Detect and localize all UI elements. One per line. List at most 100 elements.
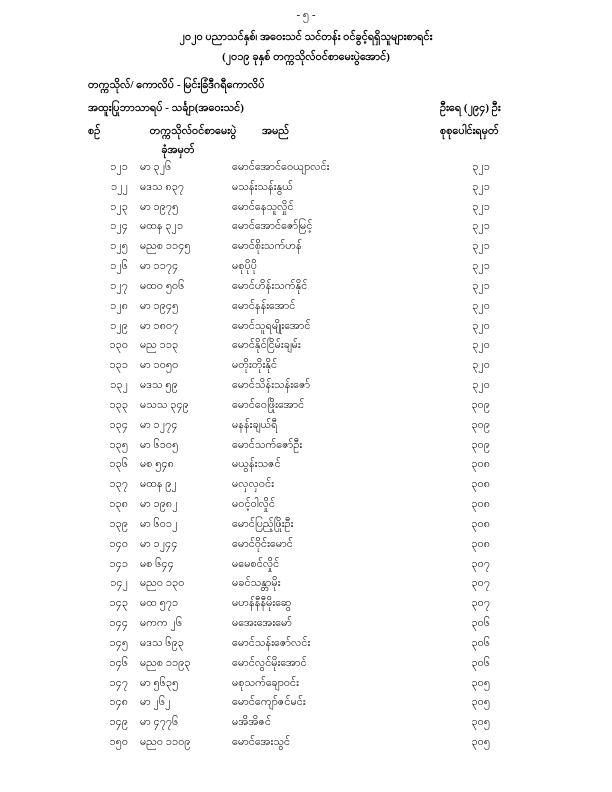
table-row: ၁၄၃ မထ ၅၇၁ မဟန်နီနီမိုးဆွေ ၃၀၇ <box>0 594 612 614</box>
total-marks: ၃၀၅ <box>471 716 490 729</box>
table-row: ၁၄၉ မာ ၄၇၇၆ မအိအိဇင် ၃၀၅ <box>0 713 612 733</box>
roll-number: မာ ၁၉၈၂ <box>140 498 178 511</box>
specialization-line: အထူးပြုဘာသာရပ် - သင်္ချာ(အဝေးသင်) <box>88 102 244 114</box>
roll-number: မာ ၃၂၆ <box>140 161 172 173</box>
table-row: ၁၂၇ မထဝ ၅၀၆ မောင်ဟိန်းသက်နိုင် ၃၂၁ <box>0 277 612 297</box>
total-marks: ၃၀၉ <box>471 418 490 431</box>
student-name: မစုပိုပို <box>232 260 258 273</box>
student-name: မောင်ဟိန်းသက်နိုင် <box>232 279 308 292</box>
results-table-body: ၁၂၁ မာ ၃၂၆ မောင်အောင်ဝေယျာလင်း ၃၂၁ ၁၂၂ မ… <box>0 158 612 753</box>
serial-number: ၁၃၇ <box>109 478 128 491</box>
student-name: မတိုးတိုးနိုင် <box>232 359 278 372</box>
roll-number: မထန ၉၂ <box>140 478 177 491</box>
total-marks: ၃၀၈ <box>471 458 490 471</box>
student-name: မောင်နေသူလှိုင် <box>232 200 294 213</box>
serial-number: ၁၄၁ <box>109 557 128 570</box>
serial-number: ၁၃၁ <box>109 359 128 372</box>
serial-number: ၁၄၆ <box>109 656 128 669</box>
total-marks: ၃၀၈ <box>471 537 490 550</box>
student-name: မောင်လွင်မိုးအောင် <box>232 656 307 669</box>
student-name: မောင်အေးသွင် <box>232 736 291 749</box>
page-number: - ၅ - <box>296 9 316 21</box>
roll-number: မညဝ ၁၁၀၉ <box>140 736 191 749</box>
student-name: မောင်သက်ဇော်ဦး <box>232 438 303 451</box>
table-row: ၁၄၈ မာ ၂၆၂ မောင်ကျော်ဇင်မင်း ၃၀၅ <box>0 693 612 713</box>
admitted-count-label: ဦးရေ (၂၉၄) ဦး <box>440 102 501 114</box>
total-marks: ၃၂၁ <box>472 180 490 193</box>
student-name: မောင်ကျော်ဇင်မင်း <box>232 696 306 709</box>
roll-number: မာ ၁၀၅၀ <box>140 359 179 372</box>
table-row: ၁၃၆ မစ ၅၄၈ မယွန်းသဇင် ၃၀၈ <box>0 455 612 475</box>
student-name: မောင်သူရမျိုးအောင် <box>232 319 311 332</box>
student-name: မောင်သန်းဇော်လင်း <box>232 636 311 649</box>
total-marks: ၃၀၆ <box>471 617 490 630</box>
total-marks: ၃၂၁ <box>472 200 490 213</box>
roll-number: မကက ၂၆ <box>140 617 183 630</box>
table-row: ၁၃၄ မာ ၁၂၇၄ မနန်းချယ်ရီ ၃၀၉ <box>0 416 612 436</box>
total-marks: ၃၀၈ <box>471 498 490 511</box>
table-row: ၁၄၄ မကက ၂၆ မအေးအေးမော် ၃၀၆ <box>0 614 612 634</box>
roll-number: မာ ၁၉၄၅ <box>140 299 179 312</box>
roll-number: မသသ ၃၄၉ <box>140 398 189 411</box>
roll-number: မာ ၁၂၇၄ <box>140 418 178 431</box>
student-name: မမေစင်လှိုင် <box>232 557 280 570</box>
roll-number: မဒသ ၅၉ <box>140 379 178 392</box>
roll-number: မာ ၆၁၀၅ <box>140 438 179 451</box>
total-marks: ၃၂၀ <box>472 299 490 312</box>
table-row: ၁၃၇ မထန ၉၂ မလှလှဝင်း ၃၀၈ <box>0 475 612 495</box>
roll-number: မာ ၁၈၀၇ <box>140 319 179 332</box>
serial-number: ၁၃၄ <box>109 418 128 431</box>
serial-number: ၁၄၄ <box>109 617 128 630</box>
student-name: မစုသက်ချောဝင်း <box>232 676 299 689</box>
student-name: မအိအိဇင် <box>232 716 272 729</box>
roll-number: မထဝ ၅၀၆ <box>140 279 185 292</box>
column-header-serial: စဉ် <box>88 125 101 137</box>
roll-number: မဒသ ၈၃၇ <box>140 180 185 193</box>
table-row: ၁၂၁ မာ ၃၂၆ မောင်အောင်ဝေယျာလင်း ၃၂၁ <box>0 158 612 178</box>
total-marks: ၃၀၇ <box>471 597 490 610</box>
student-name: မောင်နန်းအောင် <box>232 299 296 312</box>
column-header-total-marks: စုစုပေါင်းရမှတ် <box>440 125 499 137</box>
roll-number: မဒသ ၆၉၃ <box>140 636 184 649</box>
student-name: မအေးအေးမော် <box>232 617 292 630</box>
table-row: ၁၅၀ မညဝ ၁၁၀၉ မောင်အေးသွင် ၃၀၅ <box>0 733 612 753</box>
table-row: ၁၂၂ မဒသ ၈၃၇ မသန်းသန်းနွယ် ၃၂၁ <box>0 178 612 198</box>
student-name: မနန်းချယ်ရီ <box>232 418 278 431</box>
total-marks: ၃၂၁ <box>472 161 490 173</box>
student-name: မခင်သန္တာမိုး <box>232 577 281 590</box>
total-marks: ၃၀၈ <box>471 478 490 491</box>
serial-number: ၁၂၂ <box>111 180 128 193</box>
student-name: မယွန်းသဇင် <box>232 458 281 471</box>
serial-number: ၁၄၅ <box>109 636 128 649</box>
student-name: မောင်ပြည့်ဖြိုးဦး <box>232 517 294 530</box>
roll-number: မထ ၅၇၁ <box>140 597 179 610</box>
student-name: မောင်အောင်ဇော်မြင့် <box>232 220 313 233</box>
table-row: ၁၄၁ မစ ၆၄၄ မမေစင်လှိုင် ၃၀၇ <box>0 555 612 575</box>
total-marks: ၃၂၁ <box>472 240 490 253</box>
document-title-line1: ၂၀၂၀ ပညာသင်နှစ်၊ အဝေးသင် သင်တန်း ဝင်ခွင့… <box>179 31 433 43</box>
table-row: ၁၂၄ မထန ၃၂၁ မောင်အောင်ဇော်မြင့် ၃၂၁ <box>0 217 612 237</box>
total-marks: ၃၀၉ <box>471 438 490 451</box>
roll-number: မာ ၁၉၇၅ <box>140 200 179 213</box>
total-marks: ၃၀၅ <box>471 736 490 749</box>
table-row: ၁၄၅ မဒသ ၆၉၃ မောင်သန်းဇော်လင်း ၃၀၆ <box>0 634 612 654</box>
roll-number: မညစ ၁၁၉၃ <box>140 656 191 669</box>
roll-number: မည ၁၁၃ <box>140 339 179 352</box>
student-name: မဝင့်ဝါလှိုင် <box>232 498 276 511</box>
serial-number: ၁၂၇ <box>110 279 128 292</box>
serial-number: ၁၂၈ <box>110 299 128 312</box>
table-row: ၁၄၂ မညဝ ၁၃၀ မခင်သန္တာမိုး ၃၀၇ <box>0 574 612 594</box>
total-marks: ၃၂၀ <box>472 339 490 352</box>
student-name: မောင်ဝိုင်းမောင် <box>232 537 293 550</box>
roll-number: မာ ၆၀၁၂ <box>140 517 178 530</box>
serial-number: ၁၃၆ <box>109 458 128 471</box>
serial-number: ၁၄၂ <box>110 577 128 590</box>
serial-number: ၁၄၉ <box>109 716 128 729</box>
serial-number: ၁၃၅ <box>109 438 128 451</box>
student-name: မသန်းသန်းနွယ် <box>232 180 293 193</box>
table-row: ၁၃၁ မာ ၁၀၅၀ မတိုးတိုးနိုင် ၃၂၀ <box>0 356 612 376</box>
table-row: ၁၃၂ မဒသ ၅၉ မောင်သိန်းသန်းဇော် ၃၂၀ <box>0 376 612 396</box>
total-marks: ၃၂၁ <box>472 260 490 273</box>
total-marks: ၃၀၆ <box>471 656 490 669</box>
